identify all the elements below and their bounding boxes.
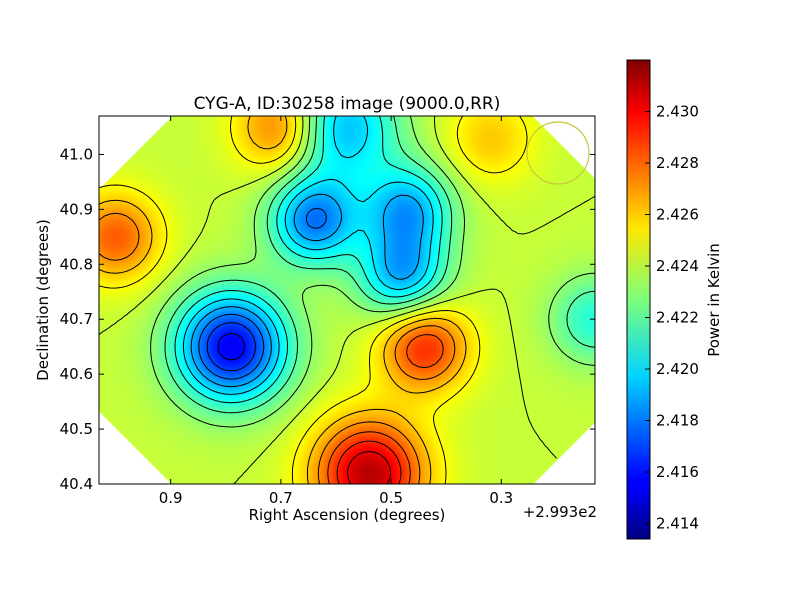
contour-line	[150, 116, 595, 428]
x-tick-label: 0.5	[379, 489, 403, 507]
y-axis-ticks: 40.4 40.5 40.6 40.7 40.8 40.9 41.0	[60, 145, 595, 493]
x-axis-ticks: 0.9 0.7 0.5 0.3	[159, 116, 513, 507]
contour-line	[99, 212, 456, 484]
contour-line	[99, 116, 467, 484]
x-tick-label: 0.3	[489, 489, 513, 507]
y-tick-label: 40.6	[60, 365, 93, 383]
colorbar-tick-label: 2.430	[656, 103, 699, 121]
beam-circle	[526, 121, 590, 185]
heatmap-raster	[99, 116, 595, 484]
contour-line	[99, 116, 595, 484]
colorbar-gradient	[627, 60, 650, 539]
colorbar-tick-label: 2.428	[656, 154, 699, 172]
chart-title: CYG-A, ID:30258 image (9000.0,RR)	[194, 94, 501, 114]
contour-line	[347, 451, 392, 484]
contour-line	[336, 440, 402, 484]
colorbar-tick-label: 2.416	[656, 463, 699, 481]
colorbar: 2.414 2.416 2.418 2.420 2.422 2.424 2.426 2.428…	[626, 59, 723, 540]
x-tick-label: 0.7	[269, 489, 293, 507]
contour-line	[174, 116, 443, 404]
y-tick-label: 40.4	[60, 475, 93, 493]
colorbar-tick-label: 2.414	[656, 515, 699, 533]
y-tick-label: 40.8	[60, 255, 93, 273]
contour-lines	[99, 116, 595, 484]
colorbar-ticks: 2.414 2.416 2.418 2.420 2.422 2.424 2.426 2.428…	[645, 103, 699, 533]
x-offset-label: +2.993e2	[523, 503, 597, 521]
contour-line	[182, 116, 434, 395]
colorbar-tick-label: 2.426	[656, 206, 699, 224]
contour-line	[164, 116, 595, 414]
contour-line	[99, 116, 528, 484]
contour-line	[198, 208, 327, 380]
y-tick-label: 40.7	[60, 310, 93, 328]
y-tick-label: 40.5	[60, 420, 93, 438]
colorbar-tick-label: 2.420	[656, 360, 699, 378]
colorbar-tick-label: 2.418	[656, 412, 699, 430]
colorbar-tick-label: 2.422	[656, 309, 699, 327]
y-tick-label: 40.9	[60, 200, 93, 218]
heatmap	[99, 116, 595, 484]
y-axis-label: Declination (degrees)	[34, 219, 52, 381]
plot-frame	[98, 115, 596, 485]
colorbar-frame	[626, 59, 651, 540]
contour-line	[206, 322, 256, 372]
y-tick-label: 41.0	[60, 145, 93, 163]
contour-line	[217, 332, 246, 361]
x-tick-label: 0.9	[159, 489, 183, 507]
colorbar-tick-label: 2.424	[656, 257, 699, 275]
x-axis-label: Right Ascension (degrees)	[249, 506, 446, 524]
colorbar-label: Power in Kelvin	[705, 243, 723, 357]
contour-line	[327, 334, 444, 484]
contour-line	[190, 193, 424, 388]
